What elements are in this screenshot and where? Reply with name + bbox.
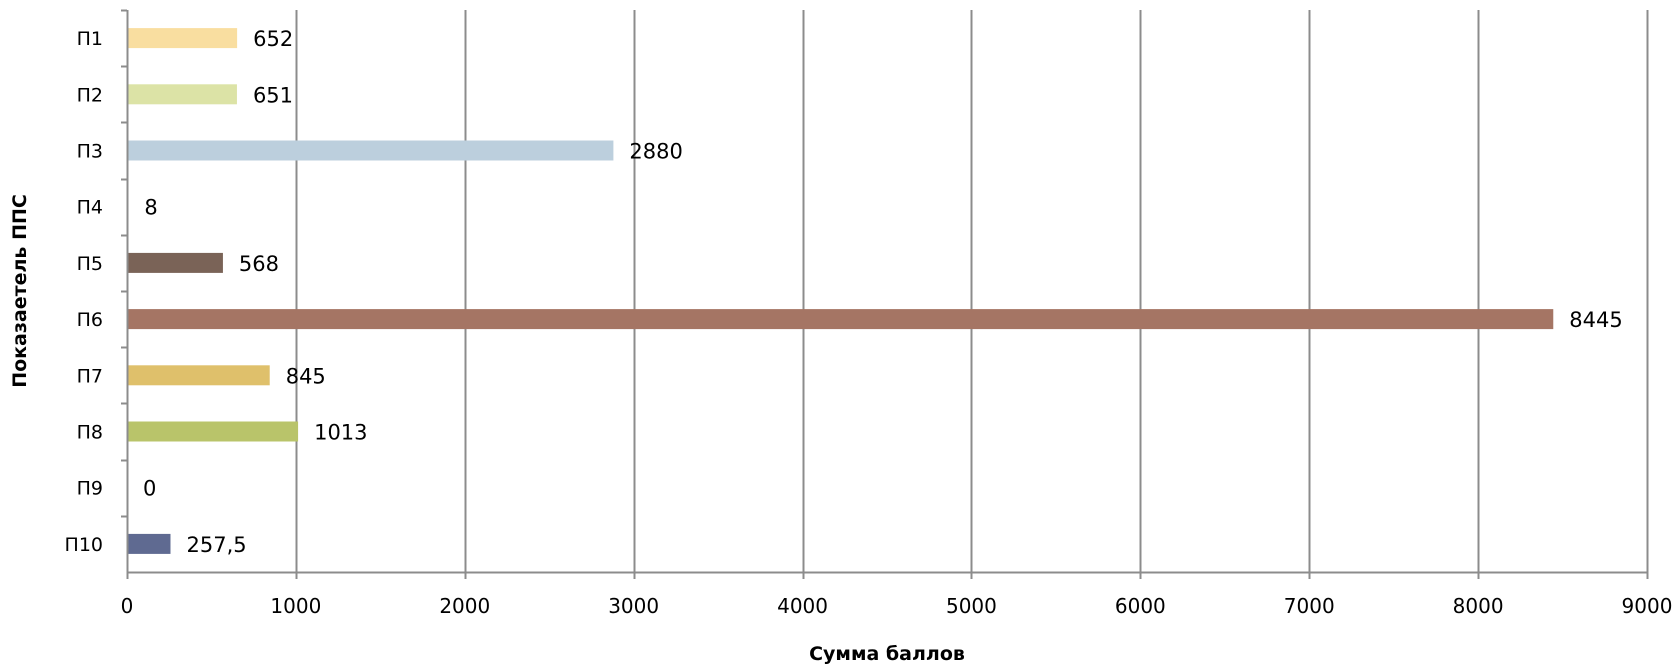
x-tick-label-1: 1000 bbox=[270, 594, 321, 618]
data-label-4: 568 bbox=[239, 252, 279, 276]
bar-П10 bbox=[127, 533, 171, 554]
data-label-3: 8 bbox=[144, 196, 157, 220]
bar-П1 bbox=[127, 28, 238, 49]
data-label-8: 0 bbox=[143, 477, 156, 501]
data-label-1: 651 bbox=[253, 83, 293, 107]
y-axis-title: Показаетель ППС bbox=[9, 194, 31, 388]
x-tick-label-2: 2000 bbox=[439, 594, 490, 618]
data-label-0: 652 bbox=[253, 27, 293, 51]
x-tick-label-0: 0 bbox=[121, 594, 134, 618]
axes bbox=[121, 9, 1649, 579]
bar-П6 bbox=[127, 309, 1554, 330]
x-tick-label-9: 9000 bbox=[1622, 594, 1673, 618]
bar-П5 bbox=[127, 252, 223, 273]
data-label-6: 845 bbox=[286, 364, 326, 388]
category-label-4: П5 bbox=[77, 253, 103, 275]
category-label-5: П6 bbox=[77, 309, 103, 331]
category-label-9: П10 bbox=[65, 534, 103, 556]
x-tick-label-4: 4000 bbox=[777, 594, 828, 618]
category-label-0: П1 bbox=[77, 28, 103, 50]
category-label-1: П2 bbox=[77, 84, 103, 106]
x-tick-label-5: 5000 bbox=[946, 594, 997, 618]
category-label-8: П9 bbox=[77, 478, 103, 500]
x-tick-label-6: 6000 bbox=[1115, 594, 1166, 618]
data-label-2: 2880 bbox=[629, 140, 682, 164]
x-tick-label-8: 8000 bbox=[1453, 594, 1504, 618]
data-label-5: 8445 bbox=[1569, 308, 1622, 332]
x-axis-title: Сумма баллов bbox=[809, 643, 965, 664]
bar-П7 bbox=[127, 365, 270, 386]
category-label-6: П7 bbox=[77, 365, 103, 387]
data-label-9: 257,5 bbox=[186, 533, 246, 557]
gridlines bbox=[295, 10, 1649, 572]
bar-П3 bbox=[127, 140, 614, 161]
category-label-3: П4 bbox=[77, 197, 103, 219]
x-tick-label-3: 3000 bbox=[608, 594, 659, 618]
category-label-2: П3 bbox=[77, 141, 103, 163]
x-tick-label-7: 7000 bbox=[1284, 594, 1335, 618]
bars bbox=[127, 28, 1554, 554]
bar-П8 bbox=[127, 421, 299, 442]
labels: 0 1000 2000 3000 4000 5000 6000 7000 8000 9000 П1 6… bbox=[65, 27, 1673, 618]
bar-П2 bbox=[127, 84, 237, 105]
data-label-7: 1013 bbox=[314, 421, 367, 445]
category-label-7: П8 bbox=[77, 422, 103, 444]
